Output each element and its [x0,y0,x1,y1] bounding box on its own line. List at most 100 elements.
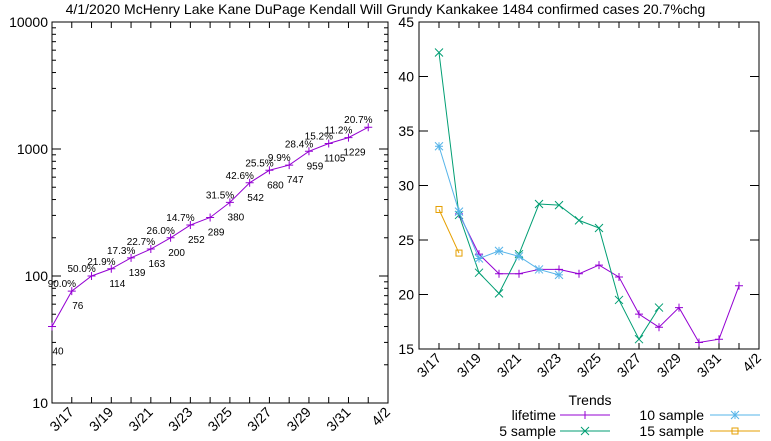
value-label: 542 [247,193,264,204]
pct-change-label: 21.9% [87,257,115,268]
pct-change-label: 25.5% [245,158,273,169]
pct-change-label: 17.3% [107,246,135,257]
cases-point [48,322,56,331]
5-sample-point [474,268,484,278]
value-label: 959 [307,161,324,172]
value-label: 252 [188,235,205,246]
value-label: 1229 [343,148,366,159]
x-tick-label: 3/29 [283,404,314,435]
x-tick-label: 3/19 [86,404,117,435]
cases-point [364,123,373,132]
cases-point [107,264,116,273]
x-tick-label: 3/31 [323,404,354,435]
legend-label-15-sample: 15 sample [639,423,704,439]
5-sample-point [654,303,664,312]
x-tick-label: 3/21 [494,350,525,381]
cases-point [206,213,215,222]
x-tick-label: 3/25 [574,350,605,381]
y-tick-label: 10 [32,395,48,411]
cases-point [344,133,353,142]
5-sample-point [574,216,584,225]
value-label: 747 [287,175,304,186]
y-tick-label: 45 [398,14,414,30]
y-tick-label: 10000 [9,14,48,30]
x-tick-label: 4/2 [739,350,764,375]
pct-change-label: 28.4% [285,139,313,150]
legend-marker-lifetime [581,411,589,419]
10-sample-point [494,246,504,256]
5-sample-point [434,48,444,57]
5-sample-point [634,334,644,344]
5-sample-point [614,295,624,305]
lifetime-point [735,281,743,290]
cases-point [265,166,274,175]
x-tick-label: 3/17 [414,350,445,381]
pct-change-label: 9.9% [268,153,291,164]
x-tick-label: 3/27 [244,404,275,435]
y-tick-label: 25 [398,232,414,248]
pct-change-label: 11.2% [325,126,353,137]
x-tick-label: 3/19 [454,350,485,381]
x-tick-label: 3/29 [654,350,685,381]
10-sample-point [554,270,564,280]
pct-change-label: 22.7% [127,237,155,248]
value-label: 76 [72,301,84,312]
x-tick-label: 3/27 [614,350,645,381]
value-label: 680 [267,180,284,191]
legend-title: Trends [568,392,611,408]
value-label: 200 [168,248,185,259]
cases-point [166,233,175,242]
y-tick-label: 30 [398,178,414,194]
pct-change-label: 50.0% [67,264,95,275]
y-tick-label: 20 [398,287,414,303]
pct-change-label: 90.0% [48,279,76,290]
pct-change-label: 20.7% [344,115,372,126]
left-plot-border [51,21,389,404]
value-label: 289 [208,227,225,238]
pct-change-label: 14.7% [166,213,194,224]
5-sample-point [594,223,604,233]
5-sample-point [534,199,544,209]
page-title: 4/1/2020 McHenry Lake Kane DuPage Kendal… [65,1,706,17]
pct-change-label: 15.2% [305,131,333,142]
x-tick-label: 3/21 [125,404,156,435]
lifetime-point [515,269,523,278]
5-sample-point [554,200,564,210]
value-label: 163 [148,259,165,270]
lifetime-point [675,303,683,312]
10-sample-point [514,251,524,261]
x-tick-label: 3/23 [534,350,565,381]
10-sample-point [534,265,544,274]
lifetime-point [575,269,583,278]
10-sample-point [454,207,464,217]
10-sample-point [474,254,484,263]
lifetime-point [495,269,503,278]
y-tick-label: 40 [398,69,414,85]
legend-label-lifetime: lifetime [512,407,557,423]
legend-label-10-sample: 10 sample [639,407,704,423]
5-sample-point [494,289,504,298]
value-label: 139 [129,268,146,279]
10-sample-point [434,141,444,151]
cases-point [186,221,195,230]
cases-point [285,161,294,170]
pct-change-label: 31.5% [206,190,234,201]
legend-marker-15-sample [731,427,739,435]
x-tick-label: 4/2 [368,404,393,429]
15-sample-point [435,205,443,213]
x-tick-label: 3/17 [46,404,77,435]
cases-point [127,253,136,262]
cases-point [245,178,254,187]
lifetime-point [655,323,663,332]
5-sample-line [438,52,660,341]
cases-point [225,198,234,207]
lifetime-point [715,335,723,344]
lifetime-point [695,338,703,347]
value-label: 40 [52,347,64,358]
value-label: 114 [109,279,125,290]
right-chart-trends: 15 20 25 30 35 40 45 3/17 3/19 3/21 3/23 3/25 3/27 3/… [398,14,764,439]
y-tick-label: 15 [398,341,414,357]
x-tick-label: 3/23 [165,404,196,435]
pct-change-label: 26.0% [147,226,175,237]
